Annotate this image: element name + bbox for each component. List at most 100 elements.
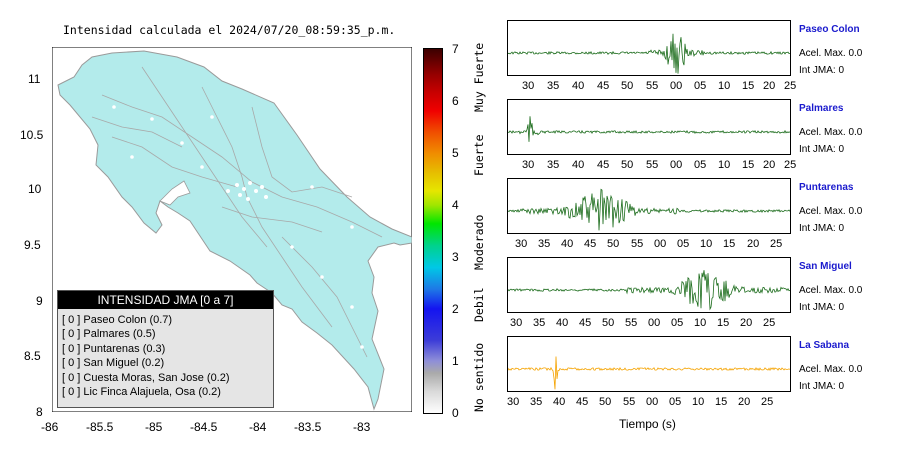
waveform-x-tick: 05 [671, 317, 684, 329]
station-accel: Acel. Max. 0.0 [799, 127, 863, 138]
y-tick: 10 [28, 182, 42, 196]
colorbar-tick: 5 [452, 146, 459, 160]
waveform-x-tick: 25 [784, 159, 797, 171]
y-tick: 9.5 [24, 238, 41, 252]
waveform-x-tick: 20 [747, 238, 760, 250]
waveform-x-tick: 40 [572, 80, 585, 92]
colorbar-word: Muy Fuerte [472, 42, 486, 112]
y-tick: 8 [36, 405, 43, 419]
waveform-x-tick: 15 [715, 396, 728, 408]
waveform-x-tick: 45 [584, 238, 597, 250]
waveform-x-tick: 15 [742, 159, 755, 171]
waveform-panel [507, 178, 791, 234]
x-tick: -83.5 [294, 420, 322, 434]
waveform-x-tick: 10 [700, 238, 713, 250]
waveform-x-tick: 05 [669, 396, 682, 408]
station-name: San Miguel [799, 261, 852, 272]
town-markers [112, 105, 364, 349]
waveform-x-tick: 25 [784, 80, 797, 92]
waveform-panel [507, 336, 791, 392]
waveform-x-tick: 55 [646, 159, 659, 171]
waveform-x-tick: 00 [670, 159, 683, 171]
waveform-x-tick: 15 [717, 317, 730, 329]
station-name: La Sabana [799, 340, 850, 351]
waveform-svg [508, 116, 790, 142]
road-network [91, 66, 383, 358]
waveform-x-tick: 05 [677, 238, 690, 250]
station-name: Puntarenas [799, 182, 854, 193]
colorbar-tick: 7 [452, 42, 459, 56]
legend-item: [ 0 ] San Miguel (0.2) [62, 357, 165, 370]
y-tick: 8.5 [24, 349, 41, 363]
station-accel: Acel. Max. 0.0 [799, 285, 863, 296]
intensity-legend: INTENSIDAD JMA [0 a 7] [ 0 ] Paseo Colon… [57, 290, 274, 408]
waveform-x-tick: 50 [599, 396, 612, 408]
x-tick: -85.5 [86, 420, 114, 434]
colorbar-word: Fuerte [472, 134, 486, 176]
waveform-x-tick: 15 [742, 80, 755, 92]
waveform-x-tick: 05 [694, 159, 707, 171]
waveform-x-tick: 10 [694, 317, 707, 329]
waveform-x-tick: 45 [576, 396, 589, 408]
waveform-x-tick: 00 [654, 238, 667, 250]
time-axis-label: Tiempo (s) [619, 417, 676, 431]
colorbar-tick: 0 [452, 406, 459, 420]
waveform-x-tick: 45 [597, 80, 610, 92]
waveform-x-tick: 25 [770, 238, 783, 250]
waveform-x-tick: 30 [507, 396, 520, 408]
waveform-x-tick: 50 [607, 238, 620, 250]
waveform-line [508, 33, 790, 74]
station-accel: Acel. Max. 0.0 [799, 206, 863, 217]
waveform-x-tick: 40 [553, 396, 566, 408]
waveform-x-tick: 20 [740, 317, 753, 329]
colorbar-tick: 2 [452, 302, 459, 316]
waveform-x-tick: 25 [761, 396, 774, 408]
colorbar-word: No sentido [472, 342, 486, 412]
waveform-line [508, 116, 790, 142]
colorbar-tick: 3 [452, 250, 459, 264]
waveform-panel [507, 99, 791, 155]
station-name: Palmares [799, 103, 844, 114]
waveform-svg [508, 188, 790, 231]
waveform-svg [508, 33, 790, 74]
station-intensity: Int JMA: 0 [799, 65, 845, 76]
waveform-svg [508, 356, 790, 390]
waveform-x-tick: 10 [692, 396, 705, 408]
waveform-x-tick: 35 [538, 238, 551, 250]
waveform-svg [508, 270, 790, 311]
waveform-panel [507, 257, 791, 313]
colorbar-word: Debil [472, 287, 486, 322]
legend-item: [ 0 ] Puntarenas (0.3) [62, 342, 166, 355]
waveform-x-tick: 50 [602, 317, 615, 329]
x-tick: -86 [41, 420, 59, 434]
station-intensity: Int JMA: 0 [799, 144, 845, 155]
waveform-line [508, 188, 790, 231]
waveform-x-tick: 30 [522, 80, 535, 92]
waveform-x-tick: 50 [621, 80, 634, 92]
station-accel: Acel. Max. 0.0 [799, 364, 863, 375]
waveform-x-tick: 20 [738, 396, 751, 408]
x-tick: -85 [145, 420, 163, 434]
costa-rica-land [57, 50, 412, 411]
waveform-x-tick: 35 [530, 396, 543, 408]
legend-item: [ 0 ] Lic Finca Alajuela, Osa (0.2) [62, 386, 221, 399]
waveform-x-tick: 45 [579, 317, 592, 329]
waveform-x-tick: 00 [670, 80, 683, 92]
legend-item: [ 0 ] Cuesta Moras, San Jose (0.2) [62, 371, 230, 384]
waveform-x-tick: 00 [648, 317, 661, 329]
station-intensity: Int JMA: 0 [799, 302, 845, 313]
colorbar-tick: 4 [452, 198, 459, 212]
waveform-x-tick: 30 [515, 238, 528, 250]
waveform-x-tick: 05 [694, 80, 707, 92]
waveform-x-tick: 55 [631, 238, 644, 250]
x-tick: -83 [353, 420, 371, 434]
legend-item: [ 0 ] Palmares (0.5) [62, 328, 156, 341]
y-tick: 9 [36, 294, 43, 308]
waveform-x-tick: 40 [572, 159, 585, 171]
x-tick: -84 [249, 420, 267, 434]
colorbar-word: Moderado [472, 214, 486, 270]
waveform-x-tick: 30 [510, 317, 523, 329]
waveform-x-tick: 55 [623, 396, 636, 408]
waveform-x-tick: 00 [646, 396, 659, 408]
waveform-x-tick: 30 [522, 159, 535, 171]
